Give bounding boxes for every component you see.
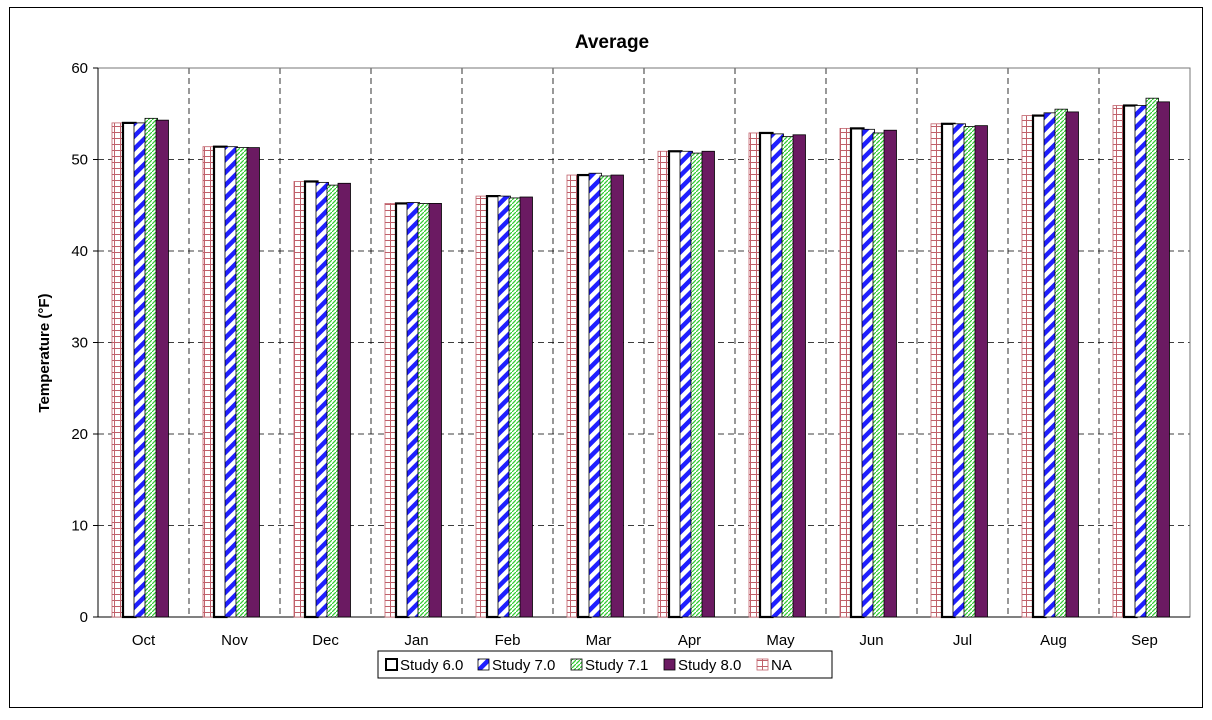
x-tick-label: May: [766, 632, 795, 649]
x-tick-label: Nov: [221, 632, 248, 649]
legend-swatch-study-7-1: [570, 658, 583, 671]
legend-swatch-study-6-0: [385, 658, 398, 671]
legend-swatch-na: [756, 658, 769, 671]
y-axis-label: Temperature (°F): [36, 293, 53, 412]
x-tick-label: Aug: [1040, 632, 1067, 649]
plot-area: 0 10 20 30 40 50 60 Oct Nov Dec Jan Feb Mar Apr May Jun…: [71, 60, 1191, 649]
y-tick-label: 30: [71, 335, 88, 352]
x-tick-label: Jan: [404, 632, 428, 649]
legend-label-study-7-0: Study 7.0: [492, 657, 555, 674]
y-tick-label: 60: [71, 60, 88, 77]
x-tick-label: Mar: [586, 632, 612, 649]
bar-study-8-0-feb: [519, 196, 533, 618]
bar-study-8-0-jun: [883, 129, 897, 618]
bar-study-8-0-aug: [1065, 111, 1079, 618]
legend: Study 6.0 Study 7.0 Study 7.1 Study 8.0 NA: [377, 650, 833, 679]
bar-study-8-0-jan: [428, 203, 442, 618]
bar-study-8-0-dec: [337, 182, 351, 618]
x-tick-label: Jun: [859, 632, 883, 649]
legend-swatch-study-8-0: [663, 658, 676, 671]
x-tick-label: Dec: [312, 632, 339, 649]
legend-label-na: NA: [771, 657, 792, 674]
bar-study-8-0-mar: [610, 174, 624, 618]
bar-study-8-0-oct: [155, 119, 169, 618]
x-tick-label: Sep: [1131, 632, 1158, 649]
chart-title: Average: [575, 32, 649, 53]
legend-label-study-8-0: Study 8.0: [678, 657, 741, 674]
y-tick-label: 10: [71, 518, 88, 535]
bar-study-8-0-apr: [701, 150, 715, 618]
x-tick-label: Apr: [678, 632, 701, 649]
legend-label-study-6-0: Study 6.0: [400, 657, 463, 674]
y-tick-label: 20: [71, 426, 88, 443]
x-tick-label: Jul: [953, 632, 972, 649]
bar-study-8-0-sep: [1156, 101, 1170, 618]
y-tick-label: 40: [71, 243, 88, 260]
legend-label-study-7-1: Study 7.1: [585, 657, 648, 674]
bar-study-8-0-may: [792, 134, 806, 618]
x-tick-label: Feb: [495, 632, 521, 649]
y-tick-label: 0: [80, 609, 88, 626]
legend-box: [377, 650, 833, 679]
bar-study-8-0-jul: [974, 125, 988, 618]
x-tick-label: Oct: [132, 632, 156, 649]
legend-swatch-study-7-0: [477, 658, 490, 671]
y-tick-label: 50: [71, 152, 88, 169]
bar-study-8-0-nov: [246, 147, 260, 618]
